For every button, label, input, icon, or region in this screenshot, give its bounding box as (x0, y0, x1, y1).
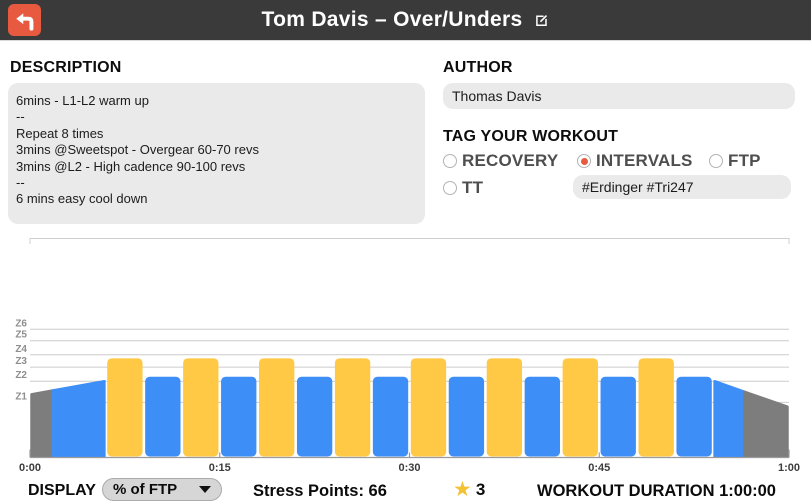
radio-label: INTERVALS (596, 151, 693, 170)
svg-text:Z3: Z3 (15, 356, 27, 367)
svg-text:Z4: Z4 (15, 344, 27, 355)
radio-label: TT (462, 178, 484, 197)
time-axis: 0:00 0:15 0:30 0:45 1:00 (19, 449, 800, 474)
radio-recovery[interactable]: RECOVERY (443, 151, 558, 171)
page-title: Tom Davis – Over/Unders (261, 8, 523, 31)
svg-text:0:45: 0:45 (588, 462, 610, 474)
stress-points: Stress Points: 66 (253, 482, 387, 501)
svg-text:0:15: 0:15 (209, 462, 231, 474)
workout-segments (30, 358, 789, 458)
svg-text:0:30: 0:30 (398, 462, 420, 474)
workout-duration-value: 1:00:00 (719, 482, 776, 500)
radio-ftp[interactable]: FTP (709, 151, 761, 171)
back-button[interactable] (8, 4, 41, 36)
display-dropdown[interactable]: % of FTP (102, 478, 222, 501)
chevron-down-icon (199, 486, 211, 493)
radio-label: RECOVERY (462, 151, 559, 170)
chart-panel-border (29, 238, 790, 244)
star-icon: ★ (453, 478, 472, 501)
svg-text:Z2: Z2 (15, 370, 27, 381)
radio-circle-icon (709, 154, 723, 168)
radio-label: FTP (728, 151, 761, 170)
edit-title-icon[interactable] (534, 13, 549, 28)
rating[interactable]: ★ 3 (453, 479, 485, 500)
radio-intervals[interactable]: INTERVALS (577, 151, 693, 171)
description-heading: DESCRIPTION (10, 59, 122, 76)
tag-workout-heading: TAG YOUR WORKOUT (443, 128, 619, 145)
header-bar: Tom Davis – Over/Unders (0, 0, 811, 41)
display-label: DISPLAY (28, 482, 96, 499)
display-dropdown-value: % of FTP (113, 481, 178, 498)
svg-text:1:00: 1:00 (778, 462, 800, 474)
rating-value: 3 (475, 479, 486, 499)
hashtags-input[interactable] (573, 175, 791, 199)
workout-duration: WORKOUT DURATION 1:00:00 (537, 482, 776, 501)
radio-circle-icon (443, 154, 457, 168)
author-heading: AUTHOR (443, 59, 513, 76)
radio-circle-icon (443, 181, 457, 195)
svg-text:Z6: Z6 (15, 318, 27, 329)
return-arrow-icon (13, 8, 37, 32)
author-input[interactable] (443, 83, 795, 109)
radio-tt[interactable]: TT (443, 178, 483, 198)
svg-text:Z5: Z5 (15, 330, 27, 341)
workout-duration-label: WORKOUT DURATION (537, 482, 715, 500)
description-textarea[interactable]: 6mins - L1-L2 warm up -- Repeat 8 times … (8, 83, 425, 224)
svg-text:0:00: 0:00 (19, 462, 41, 474)
svg-text:Z1: Z1 (15, 391, 27, 402)
radio-circle-icon (577, 154, 591, 168)
stress-points-value: 66 (368, 482, 387, 500)
stress-points-label: Stress Points: (253, 482, 364, 500)
